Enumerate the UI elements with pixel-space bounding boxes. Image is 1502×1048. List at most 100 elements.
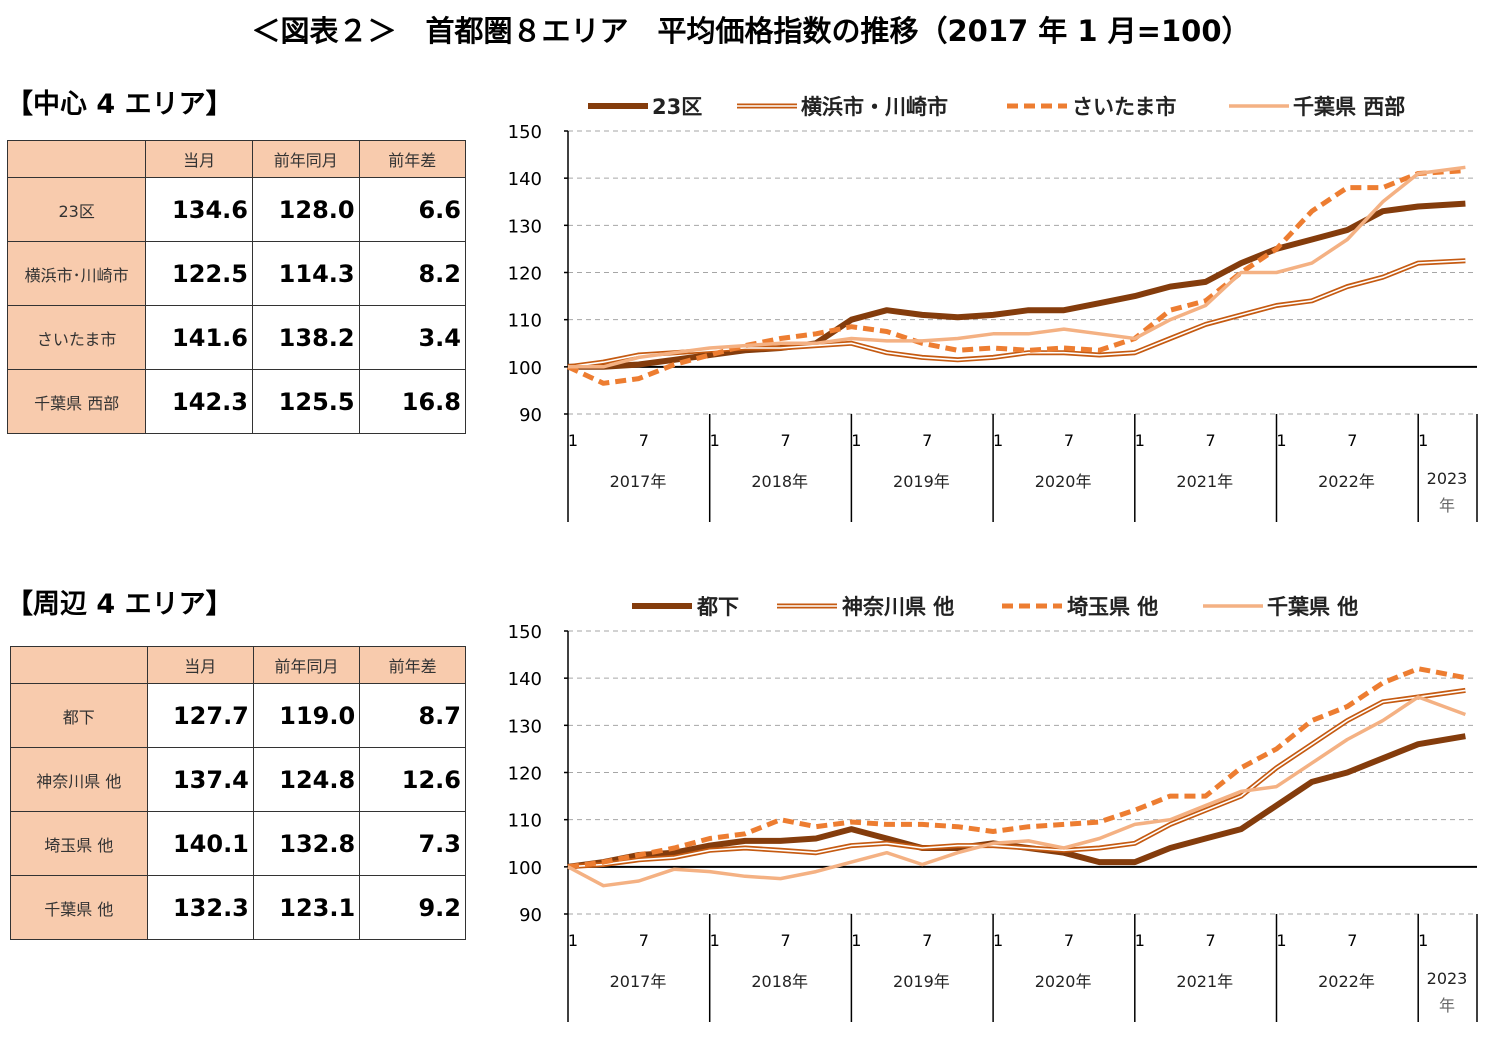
prev-year-value: 114.3 bbox=[251, 241, 360, 306]
y-tick-label: 120 bbox=[508, 264, 542, 285]
month-tick-label: 1 bbox=[851, 431, 861, 450]
y-tick-label: 100 bbox=[508, 858, 542, 879]
central-areas-chart: 90 100 110 120 130 140 150 1 7 2017年 1 7 2018年 1 7 2019… bbox=[508, 95, 1478, 522]
legend-label: 都下 bbox=[696, 595, 739, 619]
year-label: 2018年 bbox=[751, 472, 808, 491]
diff-value: 6.6 bbox=[358, 177, 467, 242]
y-tick-label: 120 bbox=[508, 764, 542, 785]
legend-label: 千葉県 他 bbox=[1267, 595, 1358, 619]
month-tick-label: 1 bbox=[1418, 931, 1428, 950]
legend-label: 神奈川県 他 bbox=[842, 595, 954, 619]
row-label: 23区 bbox=[6, 177, 147, 242]
prev-year-value: 138.2 bbox=[251, 305, 360, 370]
series-1-line bbox=[568, 200, 1466, 370]
series-line-stroke bbox=[568, 165, 1466, 369]
month-tick-label: 1 bbox=[568, 931, 578, 950]
table-row: 23区 134.6 128.0 6.6 bbox=[6, 177, 467, 242]
month-tick-label: 1 bbox=[710, 431, 720, 450]
year-label: 2018年 bbox=[751, 972, 808, 991]
table-header-row: 当月 前年同月 前年差 bbox=[6, 140, 467, 178]
table-row: さいたま市 141.6 138.2 3.4 bbox=[6, 305, 467, 370]
y-tick-label: 150 bbox=[508, 122, 542, 143]
year-label: 2023 bbox=[1427, 469, 1468, 488]
diff-value: 8.2 bbox=[358, 241, 467, 306]
y-tick-label: 140 bbox=[508, 169, 542, 190]
diff-value: 3.4 bbox=[358, 305, 467, 370]
y-tick-label: 110 bbox=[508, 811, 542, 832]
y-tick-label: 130 bbox=[508, 716, 542, 737]
legend-item: 埼玉県 他 bbox=[1002, 595, 1158, 619]
year-label: 2019年 bbox=[893, 972, 950, 991]
row-label: さいたま市 bbox=[6, 305, 147, 370]
series-line-stroke bbox=[567, 259, 1466, 368]
month-tick-label: 1 bbox=[851, 931, 861, 950]
legend-item: 都下 bbox=[632, 595, 739, 619]
month-tick-label: 7 bbox=[1064, 431, 1074, 450]
prev-year-value: 125.5 bbox=[251, 369, 360, 434]
series-line-stroke bbox=[567, 689, 1466, 868]
header-blank bbox=[10, 646, 148, 684]
series-4-line bbox=[567, 695, 1467, 888]
series-4-line bbox=[568, 165, 1466, 369]
legend-label: 23区 bbox=[652, 95, 702, 119]
current-value: 132.3 bbox=[146, 875, 254, 940]
row-label: 千葉県 西部 bbox=[6, 369, 147, 434]
year-label: 2023 bbox=[1427, 969, 1468, 988]
diff-value: 8.7 bbox=[359, 683, 466, 748]
table-row: 都下 127.7 119.0 8.7 bbox=[10, 683, 466, 748]
current-value: 142.3 bbox=[145, 369, 253, 434]
month-tick-label: 7 bbox=[922, 931, 932, 950]
month-tick-label: 1 bbox=[710, 931, 720, 950]
peripheral-table-body: 都下 127.7 119.0 8.7 神奈川県 他 137.4 124.8 12.6 埼玉県 他… bbox=[10, 683, 466, 940]
month-tick-label: 7 bbox=[1064, 931, 1074, 950]
legend-item: 千葉県 他 bbox=[1203, 595, 1358, 619]
current-value: 127.7 bbox=[146, 683, 254, 748]
year-label: 2021年 bbox=[1176, 472, 1233, 491]
year-label: 2022年 bbox=[1318, 972, 1375, 991]
table-row: 埼玉県 他 140.1 132.8 7.3 bbox=[10, 811, 466, 876]
y-tick-label: 100 bbox=[508, 358, 542, 379]
diff-value: 12.6 bbox=[359, 747, 466, 812]
year-label: 2017年 bbox=[610, 972, 667, 991]
diff-value: 16.8 bbox=[358, 369, 467, 434]
central-table-body: 23区 134.6 128.0 6.6 横浜市･川崎市 122.5 114.3 8.2 さいたま… bbox=[6, 177, 467, 434]
series-line-stroke bbox=[566, 168, 1466, 386]
header-diff: 前年差 bbox=[358, 140, 467, 178]
month-tick-label: 1 bbox=[1276, 431, 1286, 450]
series-line-stroke bbox=[567, 695, 1467, 888]
month-tick-label: 1 bbox=[568, 431, 578, 450]
page-title: ＜図表２＞ 首都圏８エリア 平均価格指数の推移（2017 年 1 月=100） bbox=[251, 14, 1251, 48]
legend-label: さいたま市 bbox=[1072, 95, 1176, 119]
month-tick-label: 7 bbox=[780, 431, 790, 450]
legend-item: 横浜市・川崎市 bbox=[737, 95, 948, 119]
month-tick-label: 1 bbox=[1135, 931, 1145, 950]
table-row: 神奈川県 他 137.4 124.8 12.6 bbox=[10, 747, 466, 812]
current-value: 134.6 bbox=[145, 177, 253, 242]
y-tick-label: 90 bbox=[519, 905, 542, 926]
prev-year-value: 128.0 bbox=[251, 177, 360, 242]
month-tick-label: 7 bbox=[639, 931, 649, 950]
prev-year-value: 124.8 bbox=[252, 747, 361, 812]
section-heading-central: 【中心 4 エリア】 bbox=[6, 89, 233, 120]
month-tick-label: 7 bbox=[1206, 431, 1216, 450]
current-value: 122.5 bbox=[145, 241, 253, 306]
diff-value: 7.3 bbox=[359, 811, 466, 876]
row-label: 都下 bbox=[10, 683, 148, 748]
prev-year-value: 123.1 bbox=[252, 875, 361, 940]
legend-item: 神奈川県 他 bbox=[777, 595, 954, 619]
row-label: 神奈川県 他 bbox=[10, 747, 148, 812]
header-current: 当月 bbox=[145, 140, 253, 178]
series-3-line bbox=[566, 168, 1466, 386]
diff-value: 9.2 bbox=[359, 875, 466, 940]
y-tick-label: 150 bbox=[508, 622, 542, 643]
legend-item: 千葉県 西部 bbox=[1229, 95, 1405, 119]
legend-label: 横浜市・川崎市 bbox=[801, 95, 948, 119]
header-diff: 前年差 bbox=[359, 646, 466, 684]
table-header-row: 当月 前年同月 前年差 bbox=[10, 646, 466, 684]
series-line-stroke bbox=[567, 666, 1466, 870]
year-label: 2017年 bbox=[610, 472, 667, 491]
month-tick-label: 7 bbox=[639, 431, 649, 450]
series-3-line bbox=[567, 666, 1466, 870]
current-value: 141.6 bbox=[145, 305, 253, 370]
month-tick-label: 1 bbox=[1418, 431, 1428, 450]
